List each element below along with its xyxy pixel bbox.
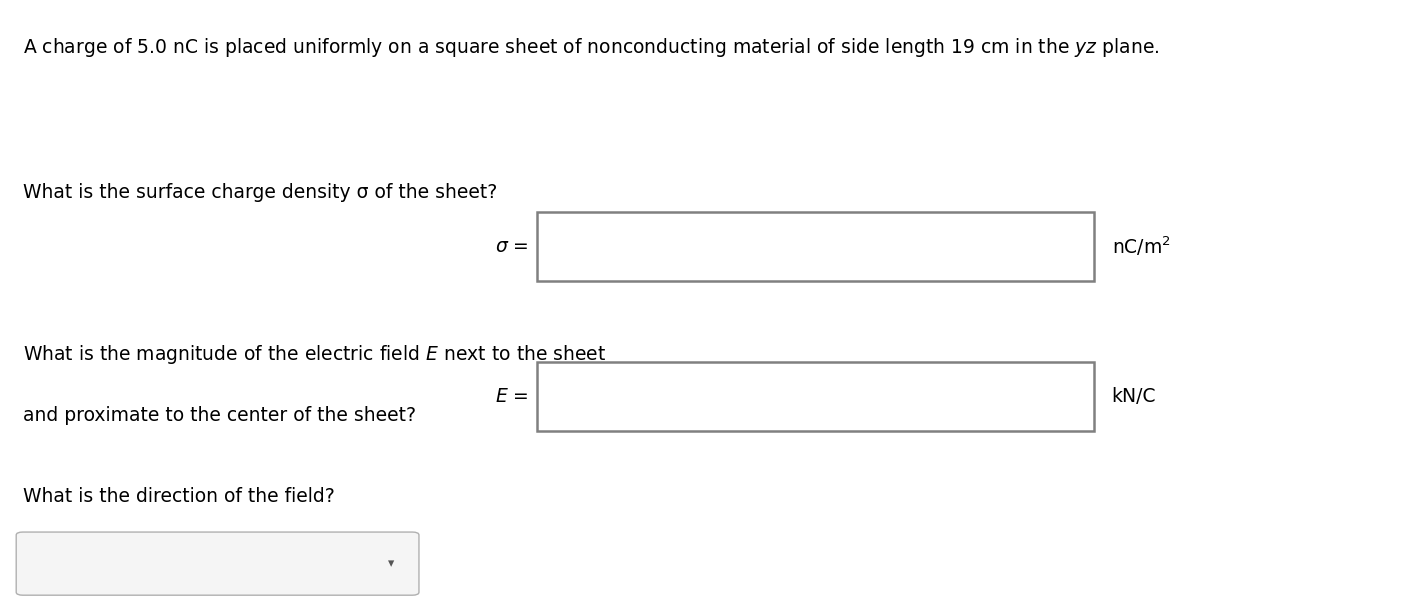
Text: kN/C: kN/C <box>1112 387 1157 406</box>
Text: What is the magnitude of the electric field $E$ next to the sheet: What is the magnitude of the electric fi… <box>23 342 606 365</box>
FancyBboxPatch shape <box>537 362 1095 432</box>
Text: ▾: ▾ <box>387 557 395 570</box>
Text: $\sigma$ =: $\sigma$ = <box>496 237 528 256</box>
FancyBboxPatch shape <box>537 212 1095 281</box>
Text: and proximate to the center of the sheet?: and proximate to the center of the sheet… <box>23 405 416 425</box>
Text: nC/m$^2$: nC/m$^2$ <box>1112 235 1171 258</box>
Text: What is the surface charge density σ of the sheet?: What is the surface charge density σ of … <box>23 183 497 202</box>
FancyBboxPatch shape <box>15 532 418 595</box>
Text: What is the direction of the field?: What is the direction of the field? <box>23 487 335 506</box>
Text: $E$ =: $E$ = <box>496 387 528 406</box>
Text: A charge of 5.0 nC is placed uniformly on a square sheet of nonconducting materi: A charge of 5.0 nC is placed uniformly o… <box>23 36 1160 59</box>
